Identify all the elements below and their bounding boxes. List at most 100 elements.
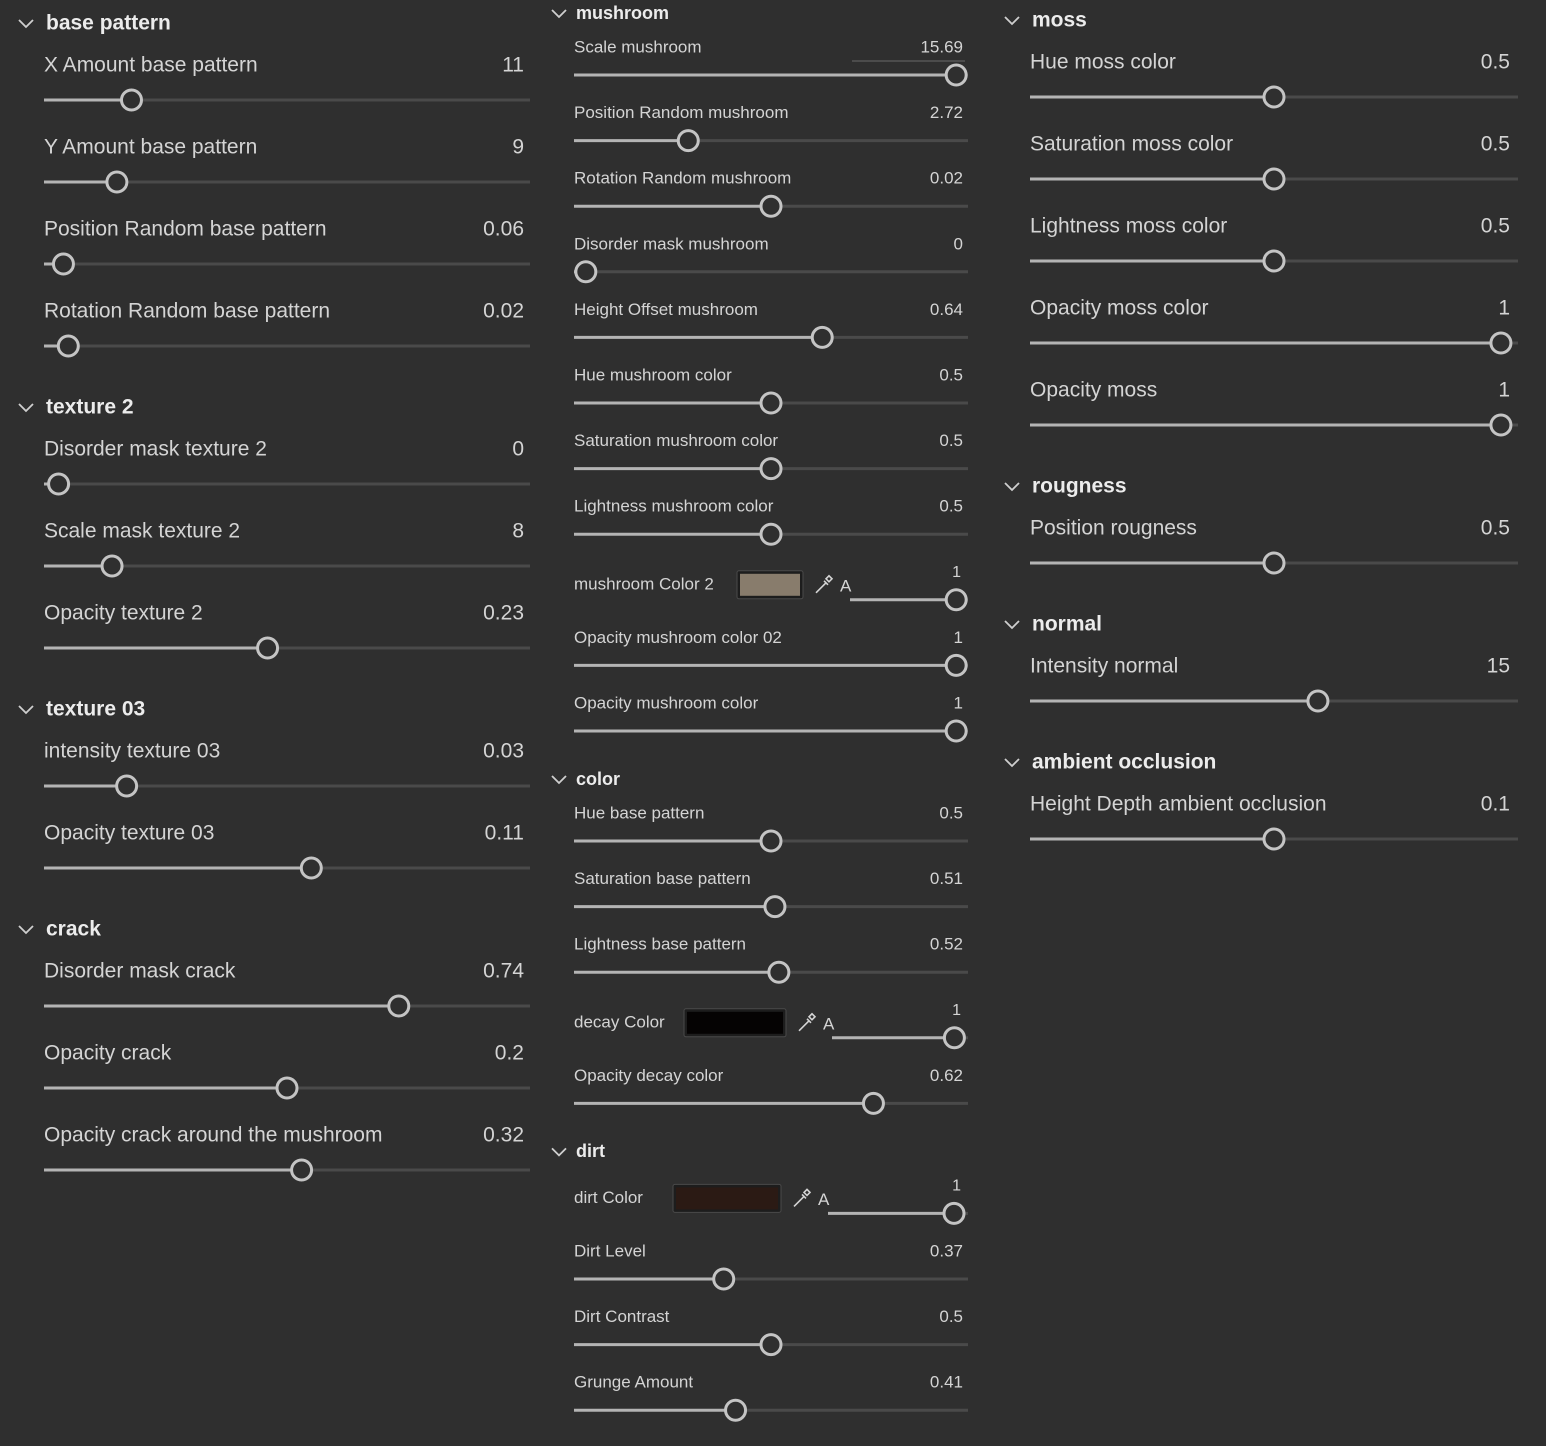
slider-knob[interactable]	[1262, 827, 1286, 851]
param-label: Saturation base pattern	[574, 869, 751, 888]
param-label: Lightness mushroom color	[574, 497, 774, 516]
param-label: Disorder mask crack	[44, 960, 236, 983]
slider-knob[interactable]	[676, 129, 700, 153]
param-label: Hue base pattern	[574, 803, 704, 822]
slider-knob[interactable]	[759, 1333, 783, 1357]
param-value: 11	[502, 54, 524, 77]
param-label: Grunge Amount	[574, 1373, 693, 1392]
slider-knob[interactable]	[105, 170, 129, 194]
slider-knob[interactable]	[387, 994, 411, 1018]
collapse-chevron[interactable]	[18, 19, 34, 29]
slider-knob[interactable]	[724, 1398, 748, 1422]
param-value: 0	[512, 438, 524, 461]
param-label: Y Amount base pattern	[44, 136, 257, 159]
slider-knob[interactable]	[1306, 689, 1330, 713]
slider-knob[interactable]	[56, 334, 80, 358]
collapse-chevron[interactable]	[1004, 620, 1020, 630]
param-label: Position rougness	[1030, 517, 1197, 540]
slider-knob[interactable]	[767, 960, 791, 984]
slider-knob[interactable]	[712, 1267, 736, 1291]
param-value: 0.51	[930, 869, 963, 888]
group-title: crack	[46, 918, 101, 941]
param-label: Position Random mushroom	[574, 103, 788, 122]
param-label: Opacity moss	[1030, 379, 1157, 402]
slider-knob[interactable]	[942, 1201, 966, 1225]
param-label: Dirt Level	[574, 1241, 646, 1260]
slider-knob[interactable]	[759, 194, 783, 218]
collapse-chevron[interactable]	[1004, 758, 1020, 768]
param-value: 0.03	[483, 740, 524, 763]
param-label: Height Depth ambient occlusion	[1030, 793, 1327, 816]
param-value: 0.32	[483, 1124, 524, 1147]
slider-knob[interactable]	[1489, 413, 1513, 437]
param-value: 0.52	[930, 935, 963, 954]
slider-knob[interactable]	[759, 522, 783, 546]
color-swatch-fill[interactable]	[687, 1011, 783, 1034]
slider-knob[interactable]	[944, 63, 968, 87]
param-label: Lightness base pattern	[574, 935, 746, 954]
collapse-chevron[interactable]	[551, 775, 567, 785]
param-value: 0	[954, 234, 963, 253]
slider-knob[interactable]	[256, 636, 280, 660]
group-title: texture 03	[46, 698, 145, 721]
param-value: 0.5	[939, 497, 963, 516]
collapse-chevron[interactable]	[18, 705, 34, 715]
slider-knob[interactable]	[759, 457, 783, 481]
slider-knob[interactable]	[100, 554, 124, 578]
param-value: 0.74	[483, 960, 524, 983]
slider-knob[interactable]	[944, 653, 968, 677]
param-label: intensity texture 03	[44, 740, 220, 763]
group-title: normal	[1032, 613, 1102, 636]
color-swatch-fill[interactable]	[676, 1187, 778, 1210]
param-label: Hue mushroom color	[574, 365, 732, 384]
slider-knob[interactable]	[290, 1158, 314, 1182]
param-value: 0.5	[939, 431, 963, 450]
slider-knob[interactable]	[759, 829, 783, 853]
eyedropper-icon[interactable]	[815, 574, 834, 594]
slider-knob[interactable]	[299, 856, 323, 880]
slider-knob[interactable]	[810, 325, 834, 349]
slider-knob[interactable]	[1262, 167, 1286, 191]
param-value: 1	[954, 693, 963, 712]
group-title: ambient occlusion	[1032, 751, 1216, 774]
slider-knob[interactable]	[51, 252, 75, 276]
collapse-chevron[interactable]	[1004, 16, 1020, 26]
param-label: Scale mask texture 2	[44, 520, 240, 543]
param-label: Height Offset mushroom	[574, 300, 758, 319]
slider-knob[interactable]	[759, 391, 783, 415]
slider-knob[interactable]	[574, 260, 598, 284]
param-label: Disorder mask texture 2	[44, 438, 267, 461]
slider-knob[interactable]	[763, 895, 787, 919]
slider-knob[interactable]	[861, 1091, 885, 1115]
param-value: 0.11	[485, 822, 524, 845]
group-title: color	[576, 769, 620, 789]
param-value: 8	[512, 520, 524, 543]
param-label: Saturation mushroom color	[574, 431, 778, 450]
collapse-chevron[interactable]	[1004, 482, 1020, 492]
collapse-chevron[interactable]	[18, 925, 34, 935]
collapse-chevron[interactable]	[551, 9, 567, 19]
slider-knob[interactable]	[944, 588, 968, 612]
param-label: Opacity mushroom color 02	[574, 628, 782, 647]
eyedropper-icon[interactable]	[798, 1012, 817, 1032]
slider-knob[interactable]	[942, 1026, 966, 1050]
slider-knob[interactable]	[115, 774, 139, 798]
slider-knob[interactable]	[1262, 551, 1286, 575]
eyedropper-icon[interactable]	[793, 1188, 812, 1207]
collapse-chevron[interactable]	[551, 1147, 567, 1157]
slider-knob[interactable]	[275, 1076, 299, 1100]
param-label: Position Random base pattern	[44, 218, 327, 241]
slider-knob[interactable]	[1262, 249, 1286, 273]
slider-knob[interactable]	[944, 719, 968, 743]
color-swatch-fill[interactable]	[740, 573, 800, 596]
param-value: 0.37	[930, 1241, 963, 1260]
group-title: mushroom	[576, 3, 669, 23]
slider-knob[interactable]	[1489, 331, 1513, 355]
slider-knob[interactable]	[47, 472, 71, 496]
param-value: 0.5	[1481, 517, 1510, 540]
slider-knob[interactable]	[119, 88, 143, 112]
slider-knob[interactable]	[1262, 85, 1286, 109]
param-value: 0.02	[930, 169, 963, 188]
collapse-chevron[interactable]	[18, 403, 34, 413]
